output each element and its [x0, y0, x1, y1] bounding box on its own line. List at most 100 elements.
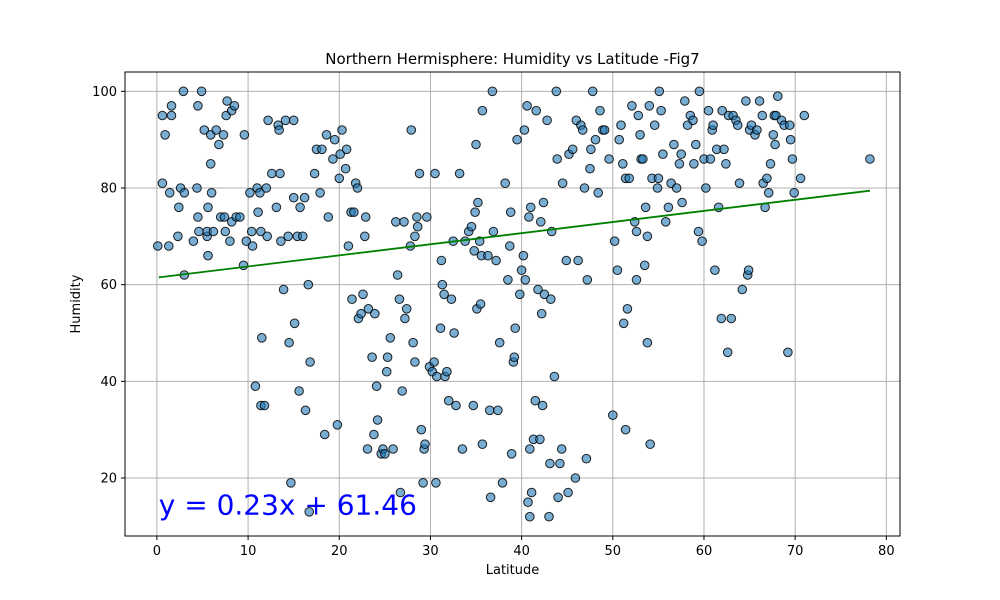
data-point — [722, 347, 733, 358]
data-point — [734, 178, 745, 188]
data-point — [400, 313, 410, 324]
data-point — [604, 154, 614, 164]
data-point — [491, 255, 501, 266]
x-tick-label: 20 — [331, 544, 348, 559]
data-point — [153, 241, 163, 251]
data-point — [412, 221, 423, 232]
data-point — [164, 188, 175, 198]
data-point — [865, 154, 875, 164]
data-point — [392, 270, 403, 280]
data-point — [743, 265, 754, 276]
data-point — [701, 183, 711, 193]
data-point — [497, 478, 508, 488]
data-point — [278, 284, 289, 295]
data-point — [512, 134, 522, 145]
data-point — [220, 226, 231, 237]
data-point — [609, 236, 620, 246]
data-point — [267, 168, 277, 179]
data-point — [561, 255, 572, 266]
data-point — [347, 294, 357, 305]
data-point — [518, 250, 529, 261]
data-point — [286, 478, 296, 488]
data-point — [726, 313, 737, 324]
data-point — [671, 183, 682, 193]
data-point — [595, 105, 605, 116]
data-point — [323, 212, 334, 222]
data-point — [317, 144, 327, 155]
data-point — [551, 86, 562, 97]
data-point — [705, 154, 716, 164]
data-point — [263, 115, 273, 126]
data-point — [688, 115, 698, 126]
data-point — [454, 168, 465, 179]
x-tick-label: 30 — [422, 544, 439, 559]
data-point — [394, 294, 405, 305]
data-point — [488, 226, 499, 237]
data-point — [493, 405, 503, 416]
data-point — [225, 236, 235, 246]
data-point — [470, 207, 480, 217]
data-point — [649, 120, 660, 130]
data-point — [349, 207, 359, 217]
data-point — [315, 188, 325, 198]
data-point — [694, 86, 705, 97]
data-point — [466, 221, 477, 232]
data-point — [247, 241, 258, 251]
data-point — [524, 212, 534, 222]
data-point — [255, 188, 265, 198]
data-point — [590, 134, 601, 145]
data-point — [669, 139, 679, 150]
data-point — [241, 236, 252, 246]
data-point — [608, 410, 618, 421]
data-point — [674, 159, 685, 169]
data-point — [412, 212, 422, 222]
data-point — [214, 139, 224, 150]
data-point — [717, 105, 728, 116]
data-point — [768, 130, 779, 140]
data-point — [283, 231, 294, 242]
data-point — [274, 125, 284, 135]
data-point — [429, 357, 439, 367]
data-point — [250, 381, 261, 392]
data-point — [451, 400, 461, 411]
data-point — [257, 333, 267, 343]
data-point — [422, 212, 432, 222]
data-point — [640, 202, 651, 213]
data-point — [567, 144, 578, 155]
data-point — [222, 96, 232, 106]
data-point — [546, 294, 556, 305]
data-point — [579, 183, 590, 193]
data-point — [765, 159, 776, 169]
data-point — [599, 125, 610, 135]
data-point — [284, 337, 294, 348]
data-point — [710, 265, 720, 276]
data-point — [276, 236, 286, 246]
data-point — [536, 308, 547, 319]
data-point — [446, 294, 457, 305]
data-point — [469, 246, 480, 256]
data-point — [299, 192, 310, 203]
data-point — [485, 492, 496, 503]
data-point — [639, 260, 650, 271]
data-point — [385, 333, 396, 343]
data-point — [515, 289, 525, 300]
data-point — [360, 231, 370, 242]
data-point — [642, 337, 653, 348]
data-point — [193, 101, 203, 111]
regression-line-group — [158, 189, 871, 279]
data-point — [203, 202, 213, 213]
data-point — [787, 154, 798, 164]
x-tick-label: 0 — [153, 544, 161, 559]
data-point — [372, 415, 383, 425]
data-point — [271, 202, 282, 213]
data-point — [397, 386, 408, 396]
data-point — [631, 226, 642, 237]
data-point — [614, 134, 625, 145]
data-point — [229, 101, 240, 111]
data-point — [360, 212, 371, 222]
data-point — [622, 304, 633, 314]
data-point — [477, 105, 488, 116]
data-point — [545, 458, 555, 469]
data-point — [577, 125, 588, 135]
